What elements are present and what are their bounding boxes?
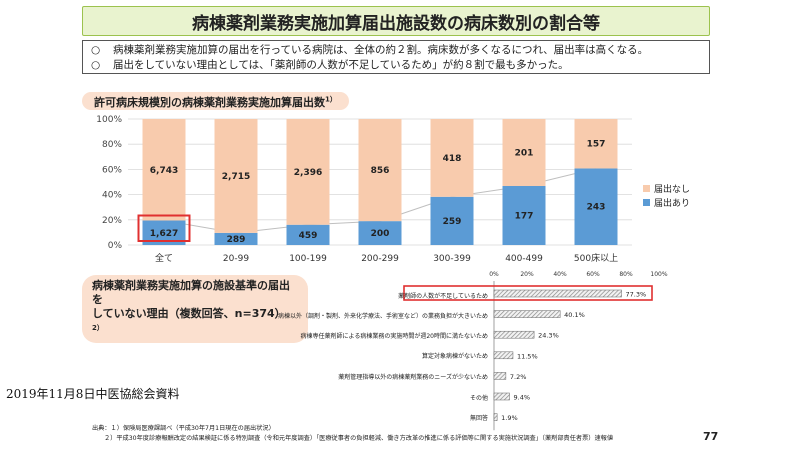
chart2-title-line-2: していない理由（複数回答、n=374） 2） — [92, 307, 298, 339]
data-label-none: 201 — [515, 149, 534, 159]
hbar — [493, 413, 498, 421]
hbar-category-label: その他 — [469, 395, 488, 402]
x-tick-label: 0% — [489, 271, 499, 278]
hbar — [493, 372, 507, 380]
bullet-icon: ○ — [91, 44, 101, 56]
data-label-yes: 177 — [515, 212, 534, 222]
y-tick-label: 40% — [102, 191, 122, 201]
hbar-category-label: 病棟専任薬剤師による病棟業務の実施時間が週20時間に満たないため — [300, 333, 488, 340]
chart1-title: 許可病床規模別の病棟薬剤業務実施加算届出数1） — [82, 92, 349, 110]
chart1-title-note: 1） — [325, 95, 337, 104]
bar-segment-yes — [430, 196, 474, 245]
highlight-box — [403, 285, 653, 301]
y-tick-label: 100% — [96, 115, 122, 125]
hbar — [493, 310, 561, 318]
chart2-title-line-1: 病棟薬剤業務実施加算の施設基準の届出を — [92, 279, 290, 306]
bar-segment-none — [358, 119, 402, 222]
hbar — [493, 330, 535, 339]
hbar-value-label: 7.2% — [510, 373, 527, 381]
chart2-title-line-2-text: していない理由（複数回答、n=374） — [92, 307, 286, 320]
bar-segment-none — [214, 119, 258, 233]
hbar-category-label: 算定対象病棟がないため — [421, 353, 488, 360]
bar-segment-none — [502, 119, 546, 186]
bar-segment-yes — [214, 232, 258, 245]
chart2-title-note: 2） — [92, 324, 104, 332]
hbar-category-label: 薬剤師の人数が不足しているため — [398, 293, 488, 300]
bar-segment-yes — [358, 221, 402, 245]
bar-segment-none — [430, 119, 474, 197]
summary-line: ○ 病棟薬剤業務実施加算の届出を行っている病院は、全体の約２割。病床数が多くなる… — [91, 43, 701, 58]
y-tick-label: 20% — [102, 216, 122, 226]
hbar-value-label: 9.4% — [514, 394, 531, 402]
bar-segment-yes — [574, 168, 618, 245]
legend-swatch-yes — [643, 199, 650, 206]
x-tick-label: 100-199 — [289, 254, 327, 264]
legend-item-none: 届出なし — [643, 182, 690, 195]
bullet-icon: ○ — [91, 59, 101, 71]
x-tick-label: 300-399 — [433, 254, 471, 264]
hbar-value-label: 11.5% — [517, 352, 538, 360]
x-tick-label: 100% — [650, 271, 667, 278]
data-label-none: 6,743 — [150, 166, 178, 176]
y-tick-label: 0% — [108, 241, 123, 251]
meeting-note: 2019年11月8日中医協総会資料 — [6, 387, 180, 401]
chart1-title-text: 許可病床規模別の病棟薬剤業務実施加算届出数 — [94, 96, 325, 109]
x-tick-label: 全て — [155, 252, 173, 264]
x-tick-label: 80% — [619, 271, 633, 278]
x-tick-label: 500床以上 — [574, 252, 618, 264]
hbar-value-label: 40.1% — [564, 311, 585, 319]
hbar-category-label: 病棟以外（調剤・製剤、外来化学療法、手術室など）の業務負担が大きいため — [277, 313, 488, 320]
hbar-value-label: 1.9% — [501, 414, 518, 422]
summary-text-2: 届出をしていない理由としては、「薬剤師の人数が不足しているため」が約８割で最も多… — [113, 59, 569, 71]
x-tick-label: 400-499 — [505, 254, 543, 264]
source-line-2: ２）平成30年度診療報酬改定の結果検証に係る特別調査（令和元年度調査）「医療従事… — [104, 435, 614, 442]
legend-swatch-none — [643, 185, 650, 192]
bar-segment-none — [142, 119, 186, 221]
data-label-yes: 200 — [371, 229, 390, 239]
x-tick-label: 200-299 — [361, 254, 399, 264]
data-label-yes: 259 — [443, 217, 462, 227]
hbar-value-label: 24.3% — [538, 332, 559, 340]
data-label-none: 418 — [443, 154, 462, 164]
summary-line: ○ 届出をしていない理由としては、「薬剤師の人数が不足しているため」が約８割で最… — [91, 58, 701, 73]
hbar — [493, 289, 622, 298]
page-number: 77 — [703, 430, 719, 443]
summary-text-1: 病棟薬剤業務実施加算の届出を行っている病院は、全体の約２割。病床数が多くなるにつ… — [113, 44, 649, 56]
hbar — [493, 392, 510, 401]
hbar-category-label: 薬剤管理指導以外の病棟薬剤業務のニーズが少ないため — [338, 374, 488, 381]
bar-segment-none — [286, 119, 330, 225]
hbar-category-label: 無回答 — [469, 415, 488, 422]
summary-box: ○ 病棟薬剤業務実施加算の届出を行っている病院は、全体の約２割。病床数が多くなる… — [82, 40, 710, 74]
chart2-title: 病棟薬剤業務実施加算の施設基準の届出を していない理由（複数回答、n=374） … — [82, 275, 308, 343]
x-tick-label: 20% — [520, 271, 534, 278]
data-label-none: 2,396 — [294, 168, 322, 178]
legend-item-yes: 届出あり — [643, 196, 690, 209]
bar-segment-yes — [502, 186, 546, 245]
page-title: 病棟薬剤業務実施加算届出施設数の病床数別の割合等 — [82, 6, 710, 36]
bar-segment-none — [574, 119, 618, 169]
hbar-value-label: 77.3% — [626, 291, 647, 299]
highlight-box — [137, 214, 191, 242]
data-label-none: 157 — [587, 140, 606, 150]
y-tick-label: 80% — [102, 140, 122, 150]
data-label-none: 2,715 — [222, 172, 250, 182]
legend-label-yes: 届出あり — [654, 199, 691, 209]
bar-segment-yes — [286, 224, 330, 245]
y-tick-label: 60% — [102, 165, 122, 175]
data-label-yes: 459 — [299, 231, 318, 241]
hbar — [493, 351, 514, 360]
legend-label-none: 届出なし — [654, 185, 691, 195]
data-label-yes: 289 — [227, 235, 246, 245]
x-tick-label: 20-99 — [223, 254, 249, 264]
data-label-yes: 1,627 — [150, 229, 178, 239]
x-tick-label: 40% — [553, 271, 567, 278]
x-tick-label: 60% — [586, 271, 600, 278]
data-label-none: 856 — [371, 166, 390, 176]
source-line-1: 出典：１）保険局医療課調べ（平成30年7月1日現在の届出状況） — [92, 425, 275, 432]
data-label-yes: 243 — [587, 203, 606, 213]
